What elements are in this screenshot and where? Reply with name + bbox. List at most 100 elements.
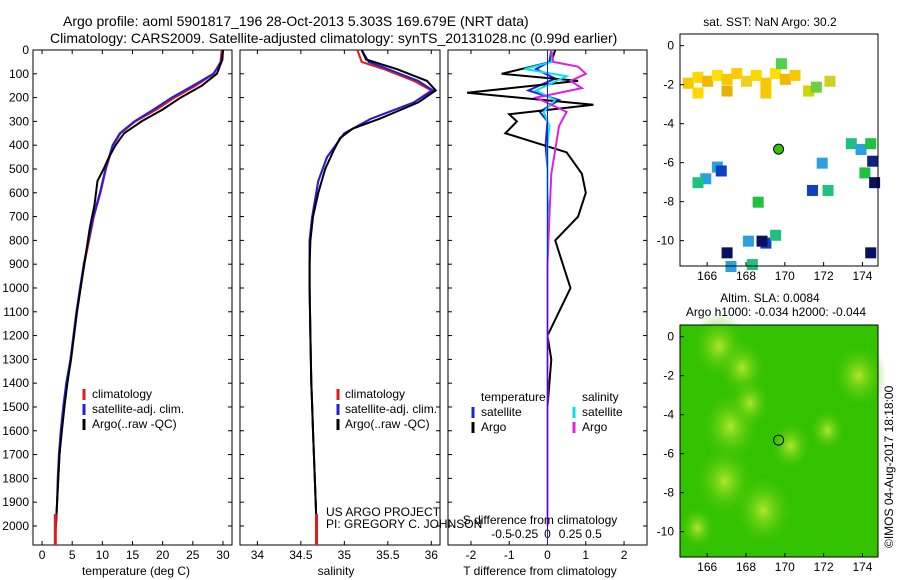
sla-map-title-2: Argo h1000: -0.034 h2000: -0.044: [686, 305, 866, 319]
sst-cell: [855, 144, 867, 156]
legend-label: satellite: [582, 405, 623, 419]
sst-cell: [731, 67, 743, 79]
sst-map-panel: 166 168 170 172 174 0 -2 -4 -6 -8 -10: [657, 33, 881, 283]
sla-map-panel: 166 168 170 172 174 0 -2 -4 -6 -8 -10: [657, 312, 887, 574]
x-tick-label: 15: [126, 548, 140, 562]
series-line-2: [54, 49, 224, 527]
x-tick-label: 10: [96, 548, 110, 562]
header-line-2: Climatology: CARS2009. Satellite-adjuste…: [50, 30, 617, 46]
sla-highlight: [808, 407, 847, 453]
x-tick-label: 168: [736, 560, 756, 574]
x-tick-label-s: 0.25: [559, 527, 583, 541]
sst-cell: [692, 71, 704, 83]
y-tick-label: 500: [9, 162, 29, 176]
x-tick-label: 168: [736, 269, 756, 283]
credit-project: US ARGO PROJECT: [326, 505, 441, 519]
sst-cell: [807, 184, 818, 196]
y-tick-label: 1700: [2, 448, 29, 462]
x-tick-label: 1: [582, 548, 589, 562]
x-tick-label: 170: [775, 269, 795, 283]
sst-cell: [750, 69, 762, 81]
legend-label: satellite-adj. clim.: [345, 402, 437, 416]
y-tick-label: 0: [667, 330, 674, 344]
sla-highlight: [768, 419, 813, 472]
x-tick-label: 35: [338, 548, 352, 562]
sst-cell: [721, 85, 733, 97]
y-tick-label: 0: [22, 43, 29, 57]
x-tick-label: 0: [39, 548, 46, 562]
sst-cell: [816, 157, 828, 169]
x-tick-label: 166: [697, 269, 717, 283]
map-frame: [679, 324, 879, 558]
x-tick-label: 36: [425, 548, 439, 562]
y-tick-label: -2: [663, 78, 674, 92]
sla-highlight: [732, 472, 795, 548]
sst-cell: [789, 69, 801, 81]
y-tick-label: 1400: [2, 376, 29, 390]
y-tick-label: 1200: [2, 329, 29, 343]
sst-cell: [810, 81, 822, 93]
y-tick-label: -10: [657, 525, 675, 539]
y-tick-label: 1600: [2, 424, 29, 438]
x-tick-label: 5: [69, 548, 76, 562]
difference-xlabel-top: S difference from climatology: [463, 513, 618, 527]
x-tick-label: 34.5: [289, 548, 313, 562]
x-tick-label: 174: [852, 269, 872, 283]
x-tick-label: 172: [814, 560, 834, 574]
sst-cell: [775, 58, 787, 70]
legend-label: Argo: [481, 420, 507, 434]
legend-label: climatology: [92, 387, 152, 401]
sla-map-title-1: Altim. SLA: 0.0084: [720, 291, 820, 305]
sst-cell: [692, 87, 704, 99]
sst-cell: [859, 167, 871, 179]
x-tick-label: -1: [504, 548, 515, 562]
legend-label: Argo(..raw -QC): [345, 417, 430, 431]
y-tick-label: 1300: [2, 352, 29, 366]
salinity-panel: 34 34.5 35 35.5 36 climatologysatellite-adj. …: [239, 49, 441, 562]
y-tick-label: -4: [663, 117, 674, 131]
sst-cell: [760, 87, 772, 99]
y-tick-label: 200: [9, 91, 29, 105]
x-tick-label-s: 0.5: [585, 527, 602, 541]
argo-position-marker: [773, 143, 785, 155]
sst-cell: [721, 73, 733, 85]
x-tick-label: 35.5: [376, 548, 400, 562]
y-tick-label: 1500: [2, 400, 29, 414]
y-tick-label: 1900: [2, 495, 29, 509]
x-tick-label: 2: [621, 548, 628, 562]
legend-title: temperature: [481, 390, 546, 404]
temperature-xlabel: temperature (deg C): [82, 564, 190, 578]
y-tick-label: 1800: [2, 471, 29, 485]
x-tick-label: 174: [852, 560, 872, 574]
x-tick-label: 30: [216, 548, 230, 562]
y-tick-label: -6: [663, 156, 674, 170]
y-tick-label: 100: [9, 67, 29, 81]
sst-cell: [741, 75, 752, 87]
legend-label: satellite: [481, 405, 522, 419]
y-tick-label: 0: [667, 39, 674, 53]
argo-position-marker: [773, 434, 785, 446]
legend-label: Argo: [582, 420, 608, 434]
difference-panel: -2-1012-0.5-0.2500.250.5temperaturesalin…: [447, 49, 648, 562]
y-tick-label: -4: [663, 408, 674, 422]
sst-cell: [779, 73, 791, 85]
sst-cell: [721, 247, 733, 259]
x-tick-label-s: -0.5: [491, 527, 512, 541]
sst-cell: [869, 177, 881, 189]
sst-cell: [760, 77, 772, 89]
y-tick-label: -8: [663, 486, 674, 500]
y-tick-label: 800: [9, 233, 29, 247]
legend-label: satellite-adj. clim.: [92, 402, 184, 416]
sst-cell: [867, 155, 879, 167]
y-tick-label: 600: [9, 186, 29, 200]
y-tick-label: -8: [663, 195, 674, 209]
sst-cell: [865, 247, 877, 259]
sla-highlight: [678, 505, 717, 551]
header-line-1: Argo profile: aoml 5901817_196 28-Oct-20…: [63, 13, 529, 29]
y-tick-label: 1100: [3, 305, 29, 319]
y-tick-label: 900: [9, 257, 29, 271]
sst-cell: [803, 85, 815, 97]
sst-cell: [715, 165, 727, 177]
series-line-2: [308, 49, 438, 527]
